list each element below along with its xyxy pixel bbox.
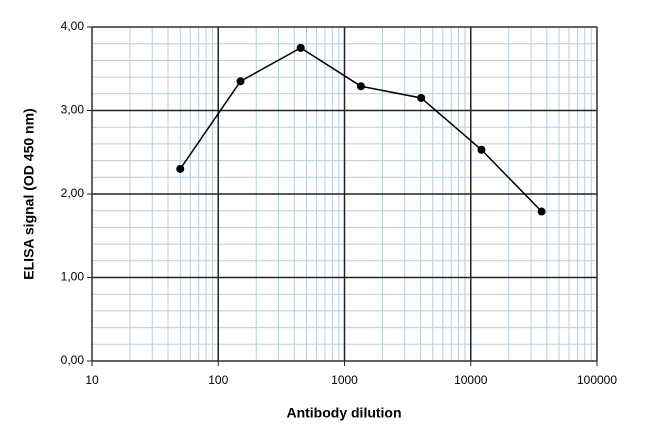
- y-tick-label: 1,00: [61, 270, 85, 284]
- data-point: [477, 145, 486, 154]
- data-point: [176, 164, 185, 173]
- y-tick-label: 0,00: [61, 353, 85, 367]
- data-point: [417, 93, 426, 102]
- x-tick-label: 100000: [577, 373, 617, 387]
- y-tick-label: 4,00: [61, 19, 85, 33]
- x-tick-label: 10: [85, 373, 99, 387]
- y-axis-title: ELISA signal (OD 450 nm): [21, 108, 37, 279]
- x-tick-label: 1000: [331, 373, 358, 387]
- x-tick-label: 100: [208, 373, 228, 387]
- x-axis-title: Antibody dilution: [286, 405, 401, 421]
- plot-frame: [91, 26, 598, 362]
- data-point: [537, 207, 546, 216]
- data-point: [356, 82, 365, 91]
- x-tick-label: 10000: [454, 373, 488, 387]
- y-tick-label: 3,00: [61, 103, 85, 117]
- data-point: [236, 77, 245, 86]
- y-tick-label: 2,00: [61, 186, 85, 200]
- data-point: [296, 43, 305, 52]
